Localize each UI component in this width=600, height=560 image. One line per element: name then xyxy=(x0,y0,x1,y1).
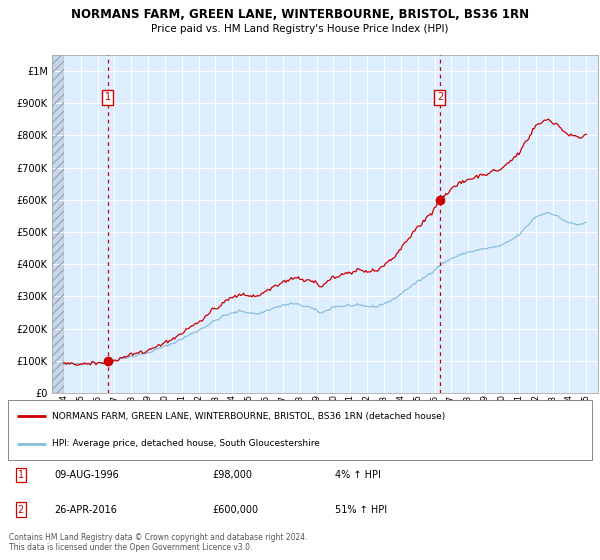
Text: Contains HM Land Registry data © Crown copyright and database right 2024.
This d: Contains HM Land Registry data © Crown c… xyxy=(9,533,308,552)
Bar xyxy=(52,55,64,393)
Text: 51% ↑ HPI: 51% ↑ HPI xyxy=(335,505,387,515)
Text: 4% ↑ HPI: 4% ↑ HPI xyxy=(335,470,381,480)
Text: HPI: Average price, detached house, South Gloucestershire: HPI: Average price, detached house, Sout… xyxy=(52,439,320,449)
Text: NORMANS FARM, GREEN LANE, WINTERBOURNE, BRISTOL, BS36 1RN (detached house): NORMANS FARM, GREEN LANE, WINTERBOURNE, … xyxy=(52,412,445,421)
Text: NORMANS FARM, GREEN LANE, WINTERBOURNE, BRISTOL, BS36 1RN: NORMANS FARM, GREEN LANE, WINTERBOURNE, … xyxy=(71,8,529,21)
Text: 2: 2 xyxy=(437,92,443,102)
Text: 1: 1 xyxy=(18,470,24,480)
Text: £600,000: £600,000 xyxy=(212,505,259,515)
FancyBboxPatch shape xyxy=(8,400,592,460)
Text: £98,000: £98,000 xyxy=(212,470,253,480)
Bar xyxy=(52,55,64,393)
Text: 1: 1 xyxy=(104,92,110,102)
Text: 09-AUG-1996: 09-AUG-1996 xyxy=(55,470,119,480)
Text: 2: 2 xyxy=(18,505,24,515)
Text: 26-APR-2016: 26-APR-2016 xyxy=(55,505,118,515)
Text: Price paid vs. HM Land Registry's House Price Index (HPI): Price paid vs. HM Land Registry's House … xyxy=(151,24,449,34)
